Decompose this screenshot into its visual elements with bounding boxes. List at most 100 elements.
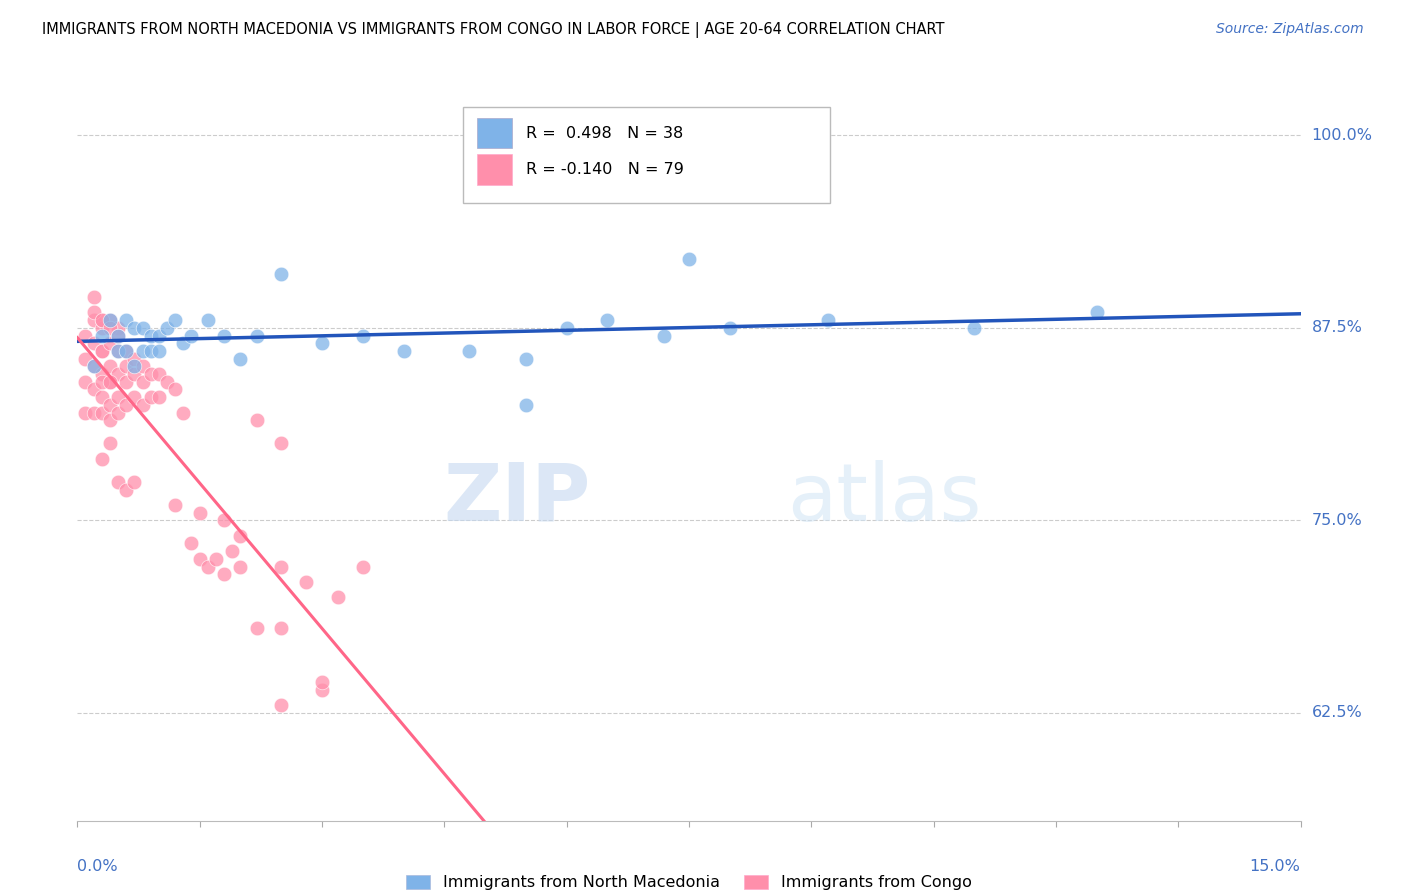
Point [90, 328, 112, 343]
Text: ZIP: ZIP [444, 459, 591, 538]
Point [83, 290, 105, 304]
Point [83, 336, 105, 351]
Point [197, 313, 219, 327]
Point [98, 359, 121, 374]
Point [90, 451, 112, 466]
Text: 62.5%: 62.5% [1312, 706, 1362, 721]
Point [188, 506, 211, 520]
Point [139, 390, 162, 404]
Point [515, 398, 537, 412]
Point [148, 328, 170, 343]
Point [246, 413, 269, 427]
Point [83, 383, 105, 397]
Point [124, 359, 146, 374]
Point [156, 321, 179, 335]
Point [90, 343, 112, 358]
Text: IMMIGRANTS FROM NORTH MACEDONIA VS IMMIGRANTS FROM CONGO IN LABOR FORCE | AGE 20: IMMIGRANTS FROM NORTH MACEDONIA VS IMMIG… [42, 22, 945, 38]
Point [139, 343, 162, 358]
Point [98, 313, 121, 327]
Point [148, 367, 170, 381]
Point [115, 343, 138, 358]
Point [392, 343, 415, 358]
Point [83, 406, 105, 420]
Point [107, 343, 129, 358]
Point [131, 398, 153, 412]
Point [165, 313, 187, 327]
Point [270, 698, 292, 713]
Point [246, 621, 269, 635]
Text: 15.0%: 15.0% [1250, 859, 1301, 874]
Point [83, 359, 105, 374]
Point [83, 359, 105, 374]
Point [98, 413, 121, 427]
Point [311, 682, 333, 697]
Point [124, 351, 146, 366]
Point [107, 390, 129, 404]
Point [83, 313, 105, 327]
Point [270, 621, 292, 635]
Point [98, 375, 121, 389]
Point [107, 321, 129, 335]
Point [311, 675, 333, 690]
Point [156, 375, 179, 389]
Point [131, 321, 153, 335]
Point [131, 375, 153, 389]
Point [229, 529, 252, 543]
Text: 75.0%: 75.0% [1312, 513, 1362, 528]
Point [457, 343, 479, 358]
Point [90, 406, 112, 420]
Point [654, 328, 676, 343]
Point [90, 375, 112, 389]
Point [718, 321, 741, 335]
Point [98, 336, 121, 351]
Point [596, 313, 619, 327]
Legend: Immigrants from North Macedonia, Immigrants from Congo: Immigrants from North Macedonia, Immigra… [399, 869, 979, 892]
Point [75, 351, 97, 366]
FancyBboxPatch shape [477, 154, 512, 185]
Point [115, 313, 138, 327]
Text: atlas: atlas [787, 459, 981, 538]
Point [124, 321, 146, 335]
FancyBboxPatch shape [477, 118, 512, 148]
Point [131, 343, 153, 358]
Point [139, 328, 162, 343]
Point [90, 343, 112, 358]
Point [555, 321, 578, 335]
Point [678, 252, 700, 266]
Point [124, 367, 146, 381]
Point [212, 513, 235, 527]
Point [83, 305, 105, 319]
Point [165, 383, 187, 397]
Point [229, 351, 252, 366]
Text: R = -0.140   N = 79: R = -0.140 N = 79 [526, 162, 685, 178]
Point [98, 436, 121, 450]
Point [270, 436, 292, 450]
Point [328, 591, 350, 605]
Point [294, 574, 316, 589]
Point [98, 398, 121, 412]
Point [107, 367, 129, 381]
Point [139, 367, 162, 381]
Point [515, 351, 537, 366]
Point [148, 343, 170, 358]
Point [75, 375, 97, 389]
Point [212, 567, 235, 582]
Point [221, 544, 243, 558]
Text: 100.0%: 100.0% [1312, 128, 1372, 143]
Point [98, 375, 121, 389]
Point [115, 375, 138, 389]
Point [115, 343, 138, 358]
Point [212, 328, 235, 343]
Point [98, 313, 121, 327]
Text: 0.0%: 0.0% [77, 859, 118, 874]
Point [75, 406, 97, 420]
Point [180, 536, 202, 550]
Point [352, 328, 374, 343]
Point [90, 390, 112, 404]
Point [107, 406, 129, 420]
Point [115, 483, 138, 497]
Point [1085, 305, 1108, 319]
Text: 87.5%: 87.5% [1312, 320, 1362, 335]
Point [124, 475, 146, 489]
Point [90, 321, 112, 335]
